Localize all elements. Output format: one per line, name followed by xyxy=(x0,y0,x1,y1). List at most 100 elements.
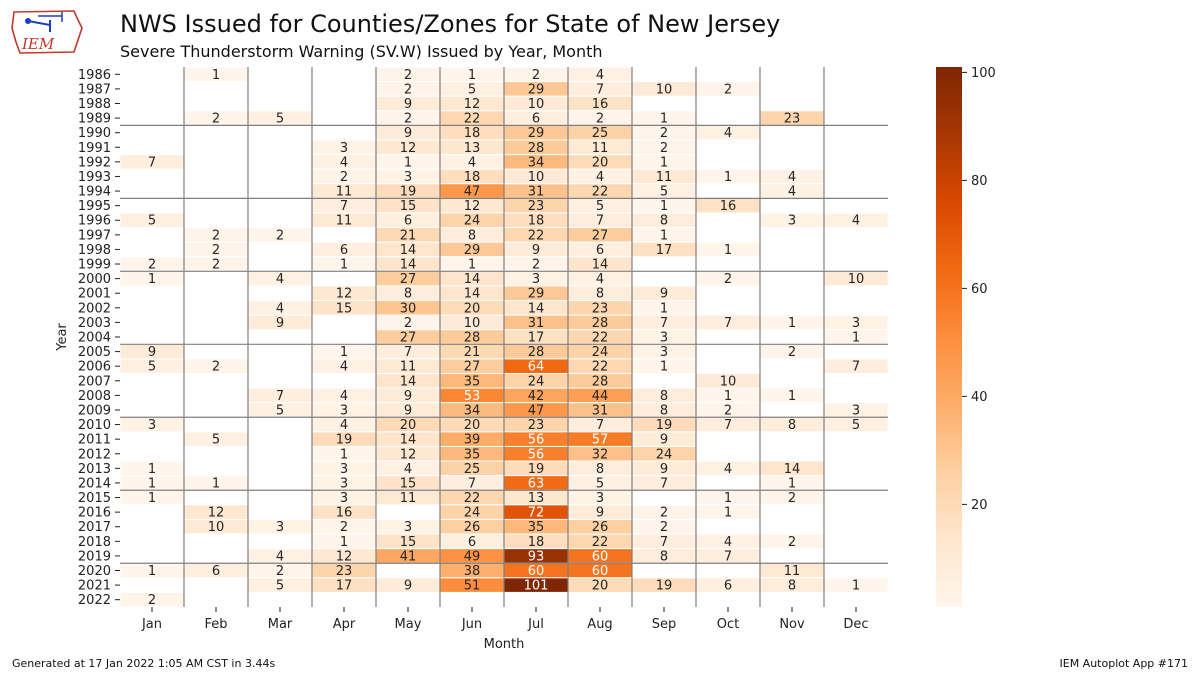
cell-value-label: 72 xyxy=(528,506,545,521)
cell-value-label: 1 xyxy=(148,462,156,477)
cell-value-label: 20 xyxy=(592,155,609,170)
cell-value-label: 2 xyxy=(724,82,732,97)
cell-value-label: 22 xyxy=(592,535,609,550)
cell-value-label: 1 xyxy=(660,199,668,214)
cell-value-label: 2 xyxy=(404,112,412,127)
colorbar-tick-label: 100 xyxy=(971,66,996,81)
cell-value-label: 3 xyxy=(340,462,348,477)
cell-value-label: 4 xyxy=(788,170,796,185)
y-tick-label: 2007 xyxy=(78,374,111,389)
cell-value-label: 7 xyxy=(404,345,412,360)
cell-value-label: 4 xyxy=(596,68,604,83)
cell-value-label: 8 xyxy=(660,389,668,404)
cell-value-label: 14 xyxy=(528,301,545,316)
cell-value-label: 14 xyxy=(784,462,801,477)
cell-value-label: 60 xyxy=(592,564,609,579)
cell-value-label: 7 xyxy=(724,549,732,564)
cell-value-label: 4 xyxy=(276,301,284,316)
cell-value-label: 23 xyxy=(528,199,545,214)
cell-value-label: 5 xyxy=(276,112,284,127)
cell-value-label: 9 xyxy=(532,243,540,258)
cell-value-label: 4 xyxy=(468,155,476,170)
cell-value-label: 60 xyxy=(528,564,545,579)
cell-value-label: 93 xyxy=(528,549,545,564)
cell-value-label: 10 xyxy=(720,374,737,389)
cell-value-label: 2 xyxy=(788,535,796,550)
y-tick-label: 2003 xyxy=(78,316,111,331)
cell-value-label: 1 xyxy=(212,476,220,491)
cell-value-label: 7 xyxy=(340,199,348,214)
cell-value-label: 1 xyxy=(212,68,220,83)
cell-value-label: 19 xyxy=(336,433,353,448)
cell-value-label: 5 xyxy=(468,82,476,97)
y-tick-label: 2022 xyxy=(78,593,111,608)
cell-value-label: 2 xyxy=(404,68,412,83)
cell-value-label: 1 xyxy=(148,476,156,491)
cell-value-label: 12 xyxy=(336,549,353,564)
cell-value-label: 12 xyxy=(208,506,225,521)
cell-value-label: 2 xyxy=(404,316,412,331)
cell-value-label: 2 xyxy=(788,491,796,506)
cell-value-label: 9 xyxy=(404,97,412,112)
cell-value-label: 6 xyxy=(340,243,348,258)
x-tick-label: Feb xyxy=(204,617,227,632)
cell-value-label: 31 xyxy=(528,185,545,200)
y-tick-label: 1999 xyxy=(78,258,111,273)
cell-value-label: 30 xyxy=(400,301,417,316)
cell-value-label: 15 xyxy=(400,476,417,491)
cell-value-label: 25 xyxy=(464,462,481,477)
cell-value-label: 35 xyxy=(464,447,481,462)
cell-value-label: 12 xyxy=(464,199,481,214)
cell-value-label: 19 xyxy=(656,418,673,433)
y-tick-label: 2000 xyxy=(78,272,111,287)
cell-value-label: 9 xyxy=(404,579,412,594)
cell-value-label: 14 xyxy=(592,258,609,273)
cell-value-label: 29 xyxy=(528,126,545,141)
cell-value-label: 1 xyxy=(852,331,860,346)
cell-value-label: 26 xyxy=(464,520,481,535)
y-tick-label: 2013 xyxy=(78,462,111,477)
cell-value-label: 2 xyxy=(404,82,412,97)
x-tick-label: Aug xyxy=(587,617,612,632)
cell-value-label: 28 xyxy=(592,374,609,389)
y-tick-label: 2008 xyxy=(78,389,111,404)
cell-value-label: 7 xyxy=(724,418,732,433)
cell-value-label: 1 xyxy=(148,564,156,579)
cell-value-label: 6 xyxy=(468,535,476,550)
cell-value-label: 7 xyxy=(852,360,860,375)
cell-value-label: 7 xyxy=(596,418,604,433)
cell-value-label: 16 xyxy=(592,97,609,112)
x-tick-label: Oct xyxy=(717,617,739,632)
cell-value-label: 3 xyxy=(660,331,668,346)
cell-value-label: 3 xyxy=(532,272,540,287)
cell-value-label: 22 xyxy=(464,112,481,127)
cell-value-label: 4 xyxy=(596,170,604,185)
cell-value-label: 3 xyxy=(660,345,668,360)
x-tick-label: Jan xyxy=(141,617,162,632)
cell-value-label: 5 xyxy=(660,185,668,200)
cell-value-label: 5 xyxy=(148,360,156,375)
chart-title: NWS Issued for Counties/Zones for State … xyxy=(120,10,781,38)
cell-value-label: 1 xyxy=(340,345,348,360)
cell-value-label: 31 xyxy=(592,403,609,418)
y-tick-label: 1997 xyxy=(78,228,111,243)
cell-value-label: 2 xyxy=(596,112,604,127)
y-tick-label: 2020 xyxy=(78,564,111,579)
cell-value-label: 10 xyxy=(848,272,865,287)
cell-value-label: 3 xyxy=(148,418,156,433)
cell-value-label: 4 xyxy=(788,185,796,200)
cell-value-label: 34 xyxy=(464,403,481,418)
cell-value-label: 3 xyxy=(404,520,412,535)
cell-value-label: 11 xyxy=(336,185,353,200)
cell-value-label: 20 xyxy=(464,301,481,316)
generated-timestamp: Generated at 17 Jan 2022 1:05 AM CST in … xyxy=(12,657,276,670)
y-tick-label: 1992 xyxy=(78,155,111,170)
cell-value-label: 51 xyxy=(464,579,481,594)
x-tick-label: Sep xyxy=(652,617,677,632)
y-tick-label: 2015 xyxy=(78,491,111,506)
cell-value-label: 8 xyxy=(404,287,412,302)
cell-value-label: 7 xyxy=(660,476,668,491)
y-tick-label: 1986 xyxy=(78,68,111,83)
cell-value-label: 3 xyxy=(788,214,796,229)
colorbar xyxy=(936,67,962,607)
